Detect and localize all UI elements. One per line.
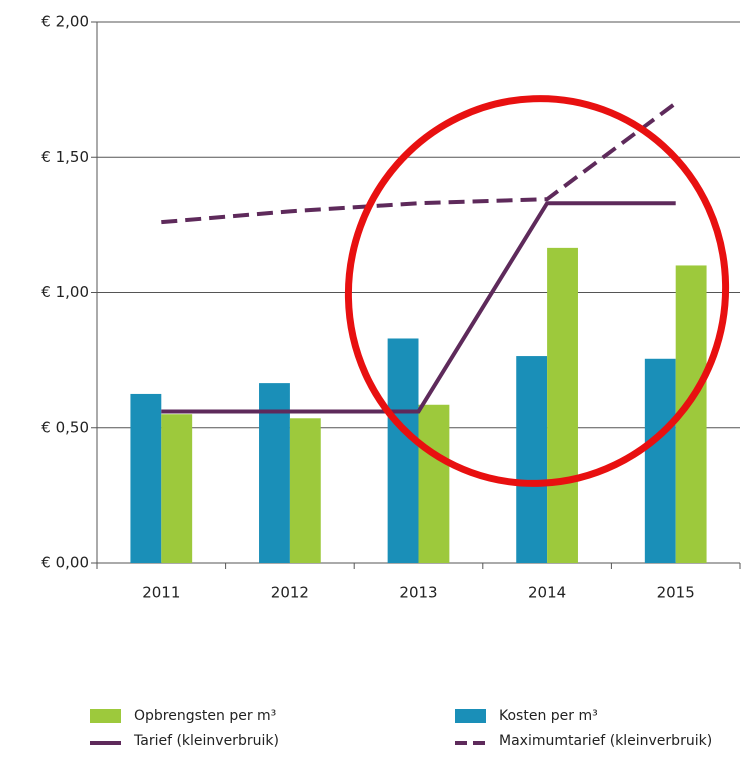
bar [130,393,162,563]
bar [161,414,193,563]
bar [547,247,578,563]
legend-swatch [90,709,121,723]
x-tick-label: 2012 [271,584,309,602]
y-tick-label: € 2,00 [41,13,89,31]
legend: Opbrengsten per m³ Kosten per m³ Tarief (k… [90,708,712,749]
y-tick-label: € 1,00 [41,283,89,301]
x-tick-label: 2011 [142,584,180,602]
legend-swatch [455,709,486,723]
legend-label: Kosten per m³ [499,708,598,724]
bar [418,404,450,563]
bar [516,356,548,563]
highlight-circle [344,95,730,487]
bar [289,418,321,563]
y-tick-label: € 0,50 [41,418,89,436]
legend-label: Maximumtarief (kleinverbruik) [499,733,712,749]
x-tick-label: 2014 [528,584,566,602]
legend-label: Tarief (kleinverbruik) [133,733,279,749]
legend-label: Opbrengsten per m³ [134,708,276,724]
plot: € 0,00 € 0,50 € 1,00 € 1,50 € 2,00 2011 2012 20… [41,13,741,602]
bar [644,358,676,563]
y-tick-label: € 0,00 [41,554,89,572]
x-tick-label: 2015 [657,584,695,602]
bar [387,338,419,563]
line-series [161,201,676,414]
line-series [161,101,677,225]
x-tick-label: 2013 [399,584,437,602]
y-tick-label: € 1,50 [41,148,89,166]
